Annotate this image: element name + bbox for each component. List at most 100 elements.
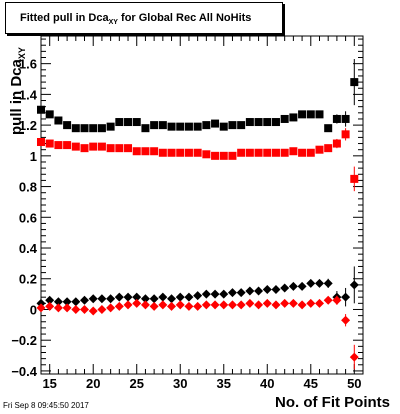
data-point [219,122,228,131]
data-point [132,118,141,127]
data-point [271,118,280,127]
data-point [210,300,220,310]
data-point [106,294,116,304]
data-point [288,298,298,308]
data-point [350,174,359,183]
data-point [45,139,54,148]
chart-title: Fitted pull in DcaXY for Global Rec All … [20,12,251,26]
data-point [71,142,80,151]
data-point [280,114,289,123]
data-point [324,144,333,153]
data-point [332,139,341,148]
data-point [228,121,237,130]
y-tick-label: −0.2 [11,333,37,348]
data-point [254,286,264,296]
data-point [36,298,46,308]
data-point [314,278,324,288]
data-point [324,124,333,133]
data-point [106,303,116,313]
plot-frame [40,35,364,375]
y-tick-label: 1 [30,149,37,164]
data-point [184,148,193,157]
data-point [54,141,63,150]
timestamp: Fri Sep 8 09:45:50 2017 [3,401,89,410]
data-point [141,124,150,133]
data-point [210,289,220,299]
data-point [227,288,237,298]
data-point [97,124,106,133]
data-point [106,122,115,131]
data-point [158,292,168,302]
data-point [227,300,237,310]
data-point [124,118,133,127]
data-point [280,283,290,293]
data-point [288,281,298,291]
data-point [36,303,46,313]
data-point [245,118,254,127]
data-point [63,121,72,130]
data-point [341,315,351,325]
data-point [88,294,98,304]
data-point [245,298,255,308]
data-point [175,292,185,302]
data-point [88,306,98,316]
data-point [341,130,350,139]
data-point [53,303,63,313]
y-tick-label: 0.8 [19,180,37,195]
chart-title-subscript: XY [108,19,118,27]
data-point [71,304,81,314]
y-tick-label: 1.2 [19,118,37,133]
data-point [184,292,194,302]
data-point [193,291,203,301]
data-point [80,124,89,133]
data-point [245,148,254,157]
data-point [298,148,307,157]
data-point [80,304,90,314]
data-point [341,292,351,302]
y-axis-label-main: pull in Dca [8,59,25,135]
data-point [158,121,167,130]
data-point [254,118,263,127]
data-point [271,148,280,157]
data-point [176,122,185,131]
data-point [167,122,176,131]
x-tick-label: 15 [42,376,56,391]
x-tick-label: 50 [347,376,361,391]
data-markers [36,59,359,370]
data-point [237,148,246,157]
data-point [97,304,107,314]
data-point [349,280,359,290]
data-point [306,298,316,308]
data-point [97,294,107,304]
data-point [297,300,307,310]
data-point [140,294,150,304]
axis-ticks: 15 20 25 30 35 40 45 50 −0.4 −0.2 0 0.2 0.4 0.6 0.8 1 1.… [11,36,364,391]
data-point [71,124,80,133]
y-tick-label: 0 [30,302,37,317]
data-point [262,298,272,308]
series-2 [37,128,359,192]
data-point [289,147,298,156]
data-point [323,295,333,305]
x-tick-label: 45 [304,376,318,391]
data-point [314,298,324,308]
data-point [237,121,246,130]
data-point [150,121,159,130]
chart-title-tail: for Global Rec All NoHits [117,12,252,24]
data-point [245,286,255,296]
data-point [114,292,124,302]
data-point [332,295,342,305]
data-point [115,118,124,127]
data-point [123,292,133,302]
data-point [167,301,177,311]
data-point [306,278,316,288]
data-point [54,116,63,125]
data-point [349,352,359,362]
y-tick-label: −0.4 [11,364,37,379]
y-tick-label: 0.2 [19,272,37,287]
data-point [219,300,229,310]
data-point [271,285,281,294]
data-point [114,301,124,311]
data-point [298,110,307,119]
data-point [219,151,228,160]
